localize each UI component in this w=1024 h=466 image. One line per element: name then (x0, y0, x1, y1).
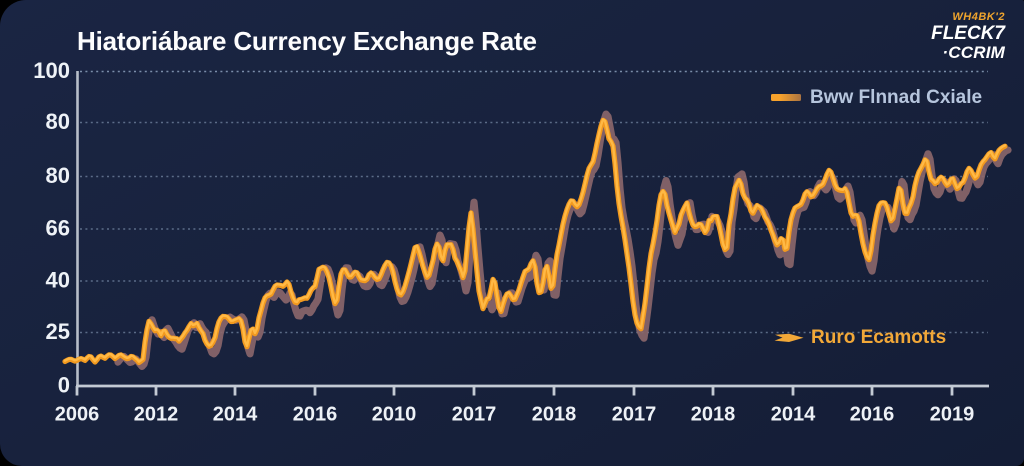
svg-text:100: 100 (33, 58, 70, 83)
svg-text:0: 0 (58, 373, 70, 398)
svg-text:80: 80 (46, 163, 70, 188)
svg-text:66: 66 (46, 216, 70, 241)
svg-text:2006: 2006 (55, 404, 100, 426)
svg-text:2019: 2019 (930, 404, 975, 426)
svg-text:2018: 2018 (691, 404, 736, 426)
svg-text:2017: 2017 (612, 404, 657, 426)
svg-text:2016: 2016 (850, 404, 895, 426)
svg-text:40: 40 (46, 268, 70, 293)
svg-text:25: 25 (46, 319, 70, 344)
svg-text:2014: 2014 (213, 404, 258, 426)
svg-text:2014: 2014 (771, 404, 816, 426)
svg-text:2018: 2018 (532, 404, 577, 426)
svg-text:2016: 2016 (293, 404, 338, 426)
svg-text:2017: 2017 (452, 404, 497, 426)
svg-text:80: 80 (46, 109, 70, 134)
svg-text:2012: 2012 (134, 404, 179, 426)
svg-text:2010: 2010 (372, 404, 417, 426)
